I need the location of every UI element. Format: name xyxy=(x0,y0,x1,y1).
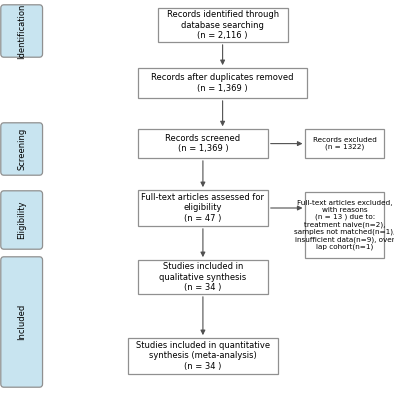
FancyBboxPatch shape xyxy=(1,191,43,249)
FancyBboxPatch shape xyxy=(1,257,43,387)
Text: Full-text articles assessed for
eligibility
(n = 47 ): Full-text articles assessed for eligibil… xyxy=(141,193,264,223)
Text: Identification: Identification xyxy=(17,3,26,59)
Text: Records after duplicates removed
(n = 1,369 ): Records after duplicates removed (n = 1,… xyxy=(151,73,294,93)
FancyBboxPatch shape xyxy=(1,123,43,175)
FancyBboxPatch shape xyxy=(305,129,384,158)
FancyBboxPatch shape xyxy=(158,8,288,42)
Text: Records excluded
(n = 1322): Records excluded (n = 1322) xyxy=(313,137,377,150)
FancyBboxPatch shape xyxy=(1,5,43,57)
FancyBboxPatch shape xyxy=(138,129,268,158)
Text: Records identified through
database searching
(n = 2,116 ): Records identified through database sear… xyxy=(167,10,279,40)
FancyBboxPatch shape xyxy=(138,260,268,294)
FancyBboxPatch shape xyxy=(138,190,268,226)
Text: Eligibility: Eligibility xyxy=(17,201,26,239)
Text: Full-text articles excluded,
with reasons
(n = 13 ) due to:
treatment naive(n=2): Full-text articles excluded, with reason… xyxy=(294,200,394,250)
Text: Screening: Screening xyxy=(17,128,26,170)
FancyBboxPatch shape xyxy=(305,192,384,258)
Text: Studies included in quantitative
synthesis (meta-analysis)
(n = 34 ): Studies included in quantitative synthes… xyxy=(136,341,270,371)
Text: Studies included in
qualitative synthesis
(n = 34 ): Studies included in qualitative synthesi… xyxy=(159,262,247,292)
FancyBboxPatch shape xyxy=(128,338,278,374)
FancyBboxPatch shape xyxy=(138,68,307,98)
Text: Records screened
(n = 1,369 ): Records screened (n = 1,369 ) xyxy=(165,134,240,153)
Text: Included: Included xyxy=(17,304,26,340)
